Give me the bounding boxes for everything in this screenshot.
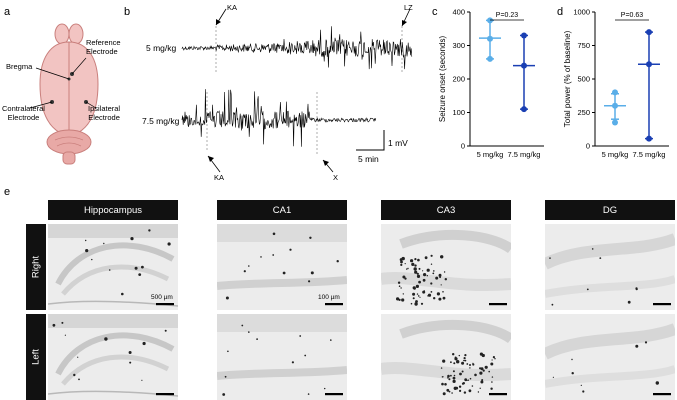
scale-voltage-label: 1 mV xyxy=(388,138,408,148)
chart-c-xtick-0: 5 mg/kg xyxy=(477,150,504,159)
chart-d-ytick-2: 500 xyxy=(577,75,590,84)
trace-label-5mgkg: 5 mg/kg xyxy=(146,43,177,53)
eeg-traces xyxy=(181,8,413,173)
chart-c-ytick-2: 200 xyxy=(452,75,465,84)
chart-c-point-1-0 xyxy=(521,32,527,39)
scale-bar xyxy=(489,393,507,396)
total-power-chart: 0 250 500 750 1000 Total power (% of baseline… xyxy=(563,8,669,159)
scale-bar xyxy=(653,393,671,396)
chart-d-p-value: P=0.63 xyxy=(621,12,643,19)
column-header-hippocampus: Hippocampus xyxy=(48,200,178,220)
brain-diagram xyxy=(29,23,99,165)
chart-d-xtick-0: 5 mg/kg xyxy=(602,150,629,159)
micrograph-ca3-left xyxy=(381,314,511,400)
panel-label-c: c xyxy=(432,6,438,18)
contralateral-electrode-label: Contralateral Electrode xyxy=(2,104,45,122)
ka-marker-bottom: KA xyxy=(214,173,225,182)
chart-d-ytick-0: 0 xyxy=(586,142,590,151)
chart-c-point-1-1 xyxy=(521,62,527,69)
chart-c-ytick-1: 100 xyxy=(452,108,465,117)
chart-c-point-0-1 xyxy=(487,35,493,42)
scale-bar xyxy=(325,393,343,396)
scale-label-100um: 100 µm xyxy=(318,294,340,301)
chart-d-ytick-1: 250 xyxy=(577,108,590,117)
chart-c-ytick-3: 300 xyxy=(452,41,465,50)
trace-label-7-5mgkg: 7.5 mg/kg xyxy=(142,116,180,126)
brain-icon xyxy=(29,23,99,165)
panel-label-d: d xyxy=(557,6,564,18)
panel-label-e: e xyxy=(4,186,11,198)
chart-c-y-label: Seizure onset (seconds) xyxy=(438,36,447,123)
eeg-scale-bar xyxy=(356,130,385,151)
chart-c-ytick-0: 0 xyxy=(461,142,465,151)
row-label-left: Left xyxy=(26,314,46,400)
chart-d-point-0-0 xyxy=(612,89,618,96)
chart-c-xtick-1: 7.5 mg/kg xyxy=(508,150,541,159)
micrograph-ca3-right xyxy=(381,224,511,310)
ipsilateral-electrode-label: Ipsilateral Electrode xyxy=(88,104,121,122)
chart-c-point-1-2 xyxy=(521,106,527,113)
column-header-ca3: CA3 xyxy=(381,200,511,220)
ka-marker-top: KA xyxy=(227,3,238,12)
x-marker-bottom: X xyxy=(333,173,339,182)
micrograph-dg-left xyxy=(545,314,675,400)
scale-bar xyxy=(653,303,671,306)
chart-d-point-1-1 xyxy=(646,61,652,68)
chart-d-ytick-3: 750 xyxy=(577,41,590,50)
micrograph-dg-right xyxy=(545,224,675,310)
micrograph-ca1-right xyxy=(217,224,347,310)
micrograph-hippocampus-left xyxy=(48,314,178,400)
chart-d-point-1-0 xyxy=(646,29,652,36)
chart-d-ytick-4: 1000 xyxy=(573,8,590,17)
column-header-dg: DG xyxy=(545,200,675,220)
row-label-right: Right xyxy=(26,224,46,310)
chart-d-point-1-2 xyxy=(646,135,652,142)
micrograph-ca1-left xyxy=(217,314,347,400)
lz-marker-top: LZ xyxy=(404,3,413,12)
chart-c-ytick-4: 400 xyxy=(452,8,465,17)
chart-d-y-label: Total power (% of baseline) xyxy=(563,30,572,127)
scale-label-500um: 500 µm xyxy=(151,294,173,301)
scale-bar xyxy=(156,303,174,306)
chart-d-point-0-2 xyxy=(612,119,618,126)
scale-bar xyxy=(489,303,507,306)
chart-d-xtick-1: 7.5 mg/kg xyxy=(633,150,666,159)
chart-c-p-value: P=0.23 xyxy=(496,12,518,19)
reference-electrode-label: Reference Electrode xyxy=(86,38,121,56)
eeg-trace-5mgkg xyxy=(181,26,413,70)
scale-bar xyxy=(156,393,174,396)
bregma-label: Bregma xyxy=(6,62,33,71)
micrograph-hippocampus-right xyxy=(48,224,178,310)
chart-d-point-0-1 xyxy=(612,102,618,109)
seizure-onset-chart: 0 100 200 300 400 Seizure onset (seconds) 5 mg… xyxy=(438,8,544,159)
panel-label-b: b xyxy=(124,6,131,18)
column-header-ca1: CA1 xyxy=(217,200,347,220)
chart-c-point-0-2 xyxy=(487,55,493,62)
scale-time-label: 5 min xyxy=(358,154,379,164)
scale-bar xyxy=(325,303,343,306)
eeg-trace-7-5mgkg xyxy=(181,89,377,147)
panel-label-a: a xyxy=(4,6,11,18)
